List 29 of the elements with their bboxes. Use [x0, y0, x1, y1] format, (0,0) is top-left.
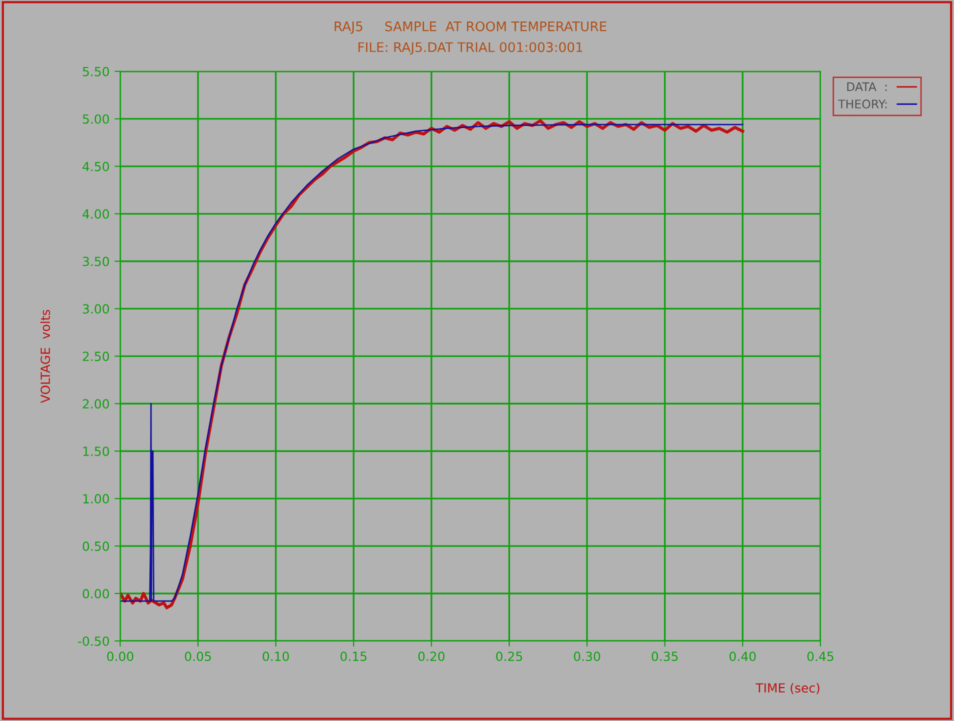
x-tick-label: 0.05	[184, 652, 211, 662]
x-tick-label: 0.20	[418, 652, 445, 662]
x-tick-label: 0.30	[574, 652, 600, 662]
y-tick-label: 5.00	[82, 114, 109, 124]
y-tick-label: 3.50	[82, 256, 109, 266]
x-tick-label: 0.40	[730, 652, 756, 662]
y-axis-title: VOLTAGE volts	[40, 310, 50, 404]
y-tick-label: 1.00	[83, 494, 109, 504]
x-tick-label: 0.15	[340, 652, 366, 662]
x-tick-label: 0.45	[807, 652, 834, 662]
x-tick-label: 0.10	[262, 652, 289, 662]
legend-label: DATA :	[847, 82, 887, 91]
x-axis-title: TIME (sec)	[756, 682, 820, 694]
chart-subtitle: FILE: RAJ5.DAT TRIAL 001:003:001	[358, 42, 582, 55]
y-tick-label: 0.00	[82, 588, 109, 598]
y-tick-label: 1.50	[83, 446, 109, 456]
chart-title: RAJ5 SAMPLE AT ROOM TEMPERATURE	[334, 21, 606, 34]
legend-label: THEORY:	[838, 100, 887, 108]
y-tick-label: 2.00	[82, 399, 109, 409]
y-tick-label: 4.50	[82, 162, 109, 172]
y-tick-label: -0.50	[78, 636, 109, 646]
y-tick-label: 4.00	[82, 209, 109, 219]
y-tick-label: 5.50	[82, 66, 109, 76]
y-tick-label: 0.50	[82, 542, 109, 551]
y-tick-label: 2.50	[82, 352, 109, 362]
x-tick-label: 0.00	[107, 652, 134, 662]
x-tick-label: 0.35	[652, 652, 678, 662]
x-tick-label: 0.25	[496, 652, 522, 662]
y-tick-label: 3.00	[82, 304, 109, 314]
